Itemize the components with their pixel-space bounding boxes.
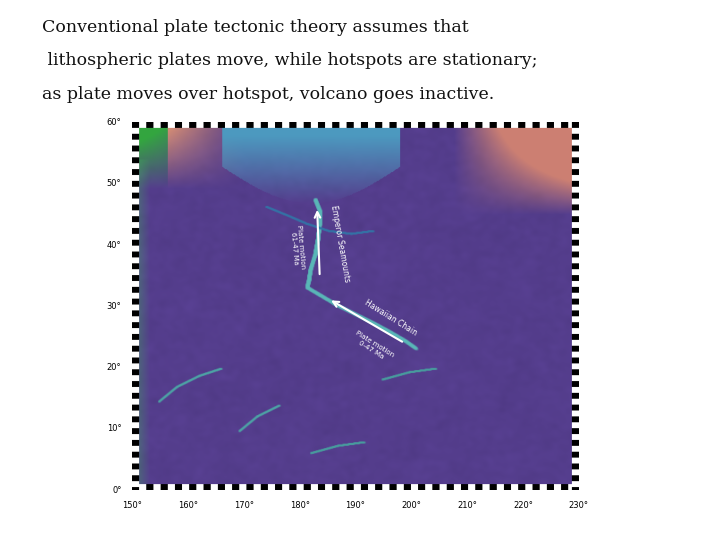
Text: Emperor Seamounts: Emperor Seamounts (328, 205, 351, 283)
Text: 10°: 10° (107, 424, 122, 434)
Text: 0°: 0° (112, 485, 122, 495)
Text: 20°: 20° (107, 363, 122, 372)
Text: Hawaiian Chain: Hawaiian Chain (364, 298, 419, 337)
Text: 30°: 30° (107, 302, 122, 311)
Text: 60°: 60° (107, 118, 122, 127)
Text: 50°: 50° (107, 179, 122, 188)
Text: 170°: 170° (234, 501, 254, 510)
Text: 190°: 190° (346, 501, 366, 510)
Text: Conventional plate tectonic theory assumes that: Conventional plate tectonic theory assum… (42, 19, 469, 36)
Text: Plate motion
0-47 Ma: Plate motion 0-47 Ma (351, 329, 395, 364)
Text: 160°: 160° (178, 501, 198, 510)
Text: 220°: 220° (513, 501, 533, 510)
Text: 40°: 40° (107, 240, 122, 249)
Text: lithospheric plates move, while hotspots are stationary;: lithospheric plates move, while hotspots… (42, 52, 537, 69)
Text: 180°: 180° (289, 501, 310, 510)
Text: Plate motion
61-47 Ma: Plate motion 61-47 Ma (289, 225, 306, 270)
Text: 200°: 200° (401, 501, 421, 510)
Text: 150°: 150° (122, 501, 142, 510)
Text: 230°: 230° (569, 501, 589, 510)
Text: 210°: 210° (457, 501, 477, 510)
Text: as plate moves over hotspot, volcano goes inactive.: as plate moves over hotspot, volcano goe… (42, 86, 494, 103)
